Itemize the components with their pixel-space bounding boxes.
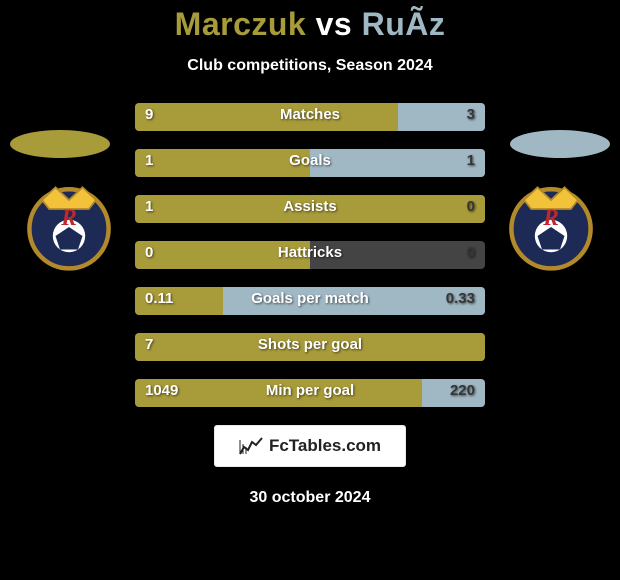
stat-label: Min per goal: [135, 382, 485, 399]
brand-text: FcTables.com: [269, 436, 381, 456]
stat-label: Shots per goal: [135, 336, 485, 353]
stat-row: 00Hattricks: [135, 241, 485, 269]
vs-text: vs: [316, 6, 353, 42]
stat-row: 10Assists: [135, 195, 485, 223]
card-subtitle: Club competitions, Season 2024: [0, 57, 620, 75]
stat-row: 93Matches: [135, 103, 485, 131]
card-date: 30 october 2024: [0, 489, 620, 507]
brand-badge: FcTables.com: [214, 425, 406, 467]
comparison-card: Marczuk vs RuÃ­z Club competitions, Seas…: [0, 6, 620, 580]
brand-spark-icon: [239, 437, 263, 455]
stat-row: 1049220Min per goal: [135, 379, 485, 407]
player2-name: RuÃ­z: [362, 6, 446, 42]
stat-row: 7Shots per goal: [135, 333, 485, 361]
stat-label: Assists: [135, 198, 485, 215]
stat-label: Goals per match: [135, 290, 485, 307]
player1-name: Marczuk: [175, 6, 307, 42]
stat-row: 0.110.33Goals per match: [135, 287, 485, 315]
card-title: Marczuk vs RuÃ­z: [0, 6, 620, 43]
stat-label: Goals: [135, 152, 485, 169]
stat-row: 11Goals: [135, 149, 485, 177]
stat-rows: 93Matches 11Goals 10Assists 00Hattricks 0.11…: [135, 103, 485, 407]
stat-label: Matches: [135, 106, 485, 123]
stats-area: 93Matches 11Goals 10Assists 00Hattricks 0.11…: [0, 103, 620, 407]
stat-label: Hattricks: [135, 244, 485, 261]
